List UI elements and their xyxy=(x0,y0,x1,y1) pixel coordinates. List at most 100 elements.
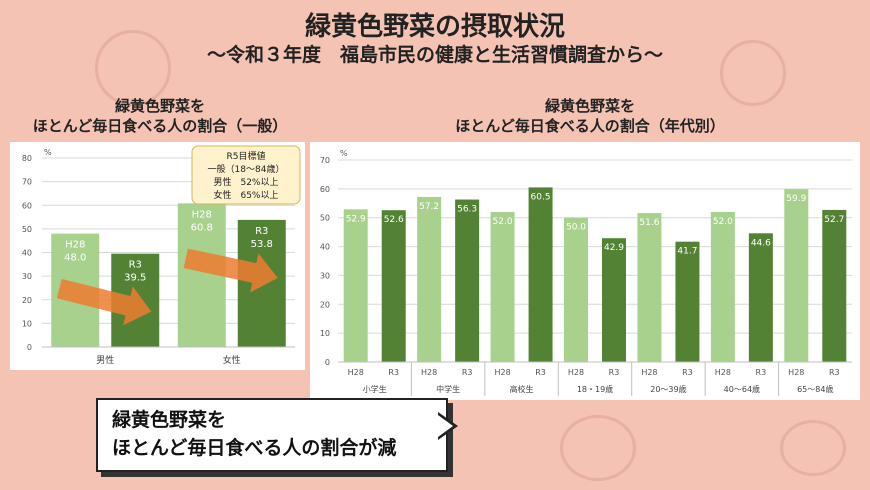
x-category-label: 男性 xyxy=(96,354,114,366)
bar-series-label: H28 xyxy=(192,209,212,220)
left-chart-title: 緑黄色野菜を ほとんど毎日食べる人の割合（一般） xyxy=(10,96,310,136)
bar-value-label: 41.7 xyxy=(677,247,697,257)
x-category-label: 小学生 xyxy=(363,384,387,394)
page-title: 緑黄色野菜の摂取状況 xyxy=(304,12,565,42)
x-category-label: 高校生 xyxy=(510,384,534,394)
bar-value-label: 60.5 xyxy=(531,192,551,202)
left-chart-title-line2: ほとんど毎日食べる人の割合（一般） xyxy=(32,117,288,135)
y-tick-label: 10 xyxy=(320,329,330,338)
x-series-tick-label: H28 xyxy=(715,368,731,377)
x-series-tick-label: H28 xyxy=(348,368,364,377)
callout-line1: 緑黄色野菜を xyxy=(112,409,227,431)
x-category-label: 女性 xyxy=(223,354,241,366)
x-series-tick-label: R3 xyxy=(388,368,399,377)
callout-text: 緑黄色野菜を ほとんど毎日食べる人の割合が減 xyxy=(112,406,396,462)
target-box-line2: 男性 52%以上 xyxy=(213,176,278,188)
bar xyxy=(710,211,735,362)
bar xyxy=(417,196,442,362)
y-tick-label: 20 xyxy=(22,296,32,305)
bar-value-label: 48.0 xyxy=(64,253,86,264)
trend-arrow xyxy=(56,278,152,326)
bar-series-label: H28 xyxy=(65,240,85,251)
x-series-tick-label: H28 xyxy=(421,368,437,377)
y-tick-label: 20 xyxy=(320,300,330,309)
y-tick-label: 80 xyxy=(22,154,32,163)
y-tick-label: 30 xyxy=(22,272,32,281)
left-chart: 0 10 20 30 40 50 60 70 80% H28 48.0 R3 39.5 男性 H28 60.8… xyxy=(22,145,301,366)
target-box-title: R5目標値 xyxy=(227,150,266,162)
y-tick-label: 60 xyxy=(320,185,330,194)
left-chart-title-line1: 緑黄色野菜を xyxy=(114,97,205,115)
bar xyxy=(748,233,773,362)
right-chart-title-line1: 緑黄色野菜を xyxy=(544,97,635,115)
y-tick-label: 0 xyxy=(27,343,32,352)
y-tick-label: 50 xyxy=(320,214,330,223)
bar-value-label: 42.9 xyxy=(604,243,624,253)
y-tick-label: 10 xyxy=(22,319,32,328)
bar-series-label: R3 xyxy=(255,226,268,237)
bar xyxy=(822,209,847,362)
y-tick-label: 40 xyxy=(22,249,32,258)
x-category-label: 40～64歳 xyxy=(724,384,760,394)
page-subtitle: ～令和３年度 福島市民の健康と生活習慣調査から～ xyxy=(206,44,663,66)
background-decoration xyxy=(720,40,786,106)
right-chart-panel: 0 10 20 30 40 50 60 70% 52.9 H28 52.6 R3 小学生 57.2 H28 5… xyxy=(310,142,860,400)
y-tick-label: 50 xyxy=(22,225,32,234)
bar xyxy=(602,238,626,362)
bar-value-label: 52.0 xyxy=(493,217,513,227)
background-decoration xyxy=(95,30,171,106)
background-decoration xyxy=(780,420,846,476)
bar xyxy=(528,187,553,362)
right-chart: 010203040506070%52.9H2852.6R3小学生57.2H285… xyxy=(320,149,852,396)
y-unit-label: % xyxy=(44,148,52,157)
x-series-tick-label: H28 xyxy=(641,368,657,377)
x-series-tick-label: R3 xyxy=(756,368,767,377)
bar xyxy=(381,210,406,362)
bar xyxy=(490,211,515,362)
x-series-tick-label: R3 xyxy=(829,368,840,377)
bar-value-label: 50.0 xyxy=(566,223,586,233)
y-tick-label: 70 xyxy=(22,178,32,187)
y-tick-label: 70 xyxy=(320,156,330,165)
x-series-tick-label: R3 xyxy=(535,368,546,377)
bar-value-label: 52.0 xyxy=(713,217,733,227)
bar xyxy=(343,209,368,362)
x-category-label: 中学生 xyxy=(436,384,460,394)
bar-value-label: 52.7 xyxy=(824,215,844,225)
x-category-label: 20～39歳 xyxy=(650,384,686,394)
bar-value-label: 52.6 xyxy=(384,215,404,225)
bar-value-label: 52.9 xyxy=(346,214,366,224)
y-tick-label: 30 xyxy=(320,271,330,280)
target-box-bg xyxy=(191,145,301,205)
y-unit-label: % xyxy=(340,149,348,158)
bar xyxy=(455,199,480,362)
right-chart-title-line2: ほとんど毎日食べる人の割合（年代別） xyxy=(455,117,725,135)
target-box-line3: 女性 65%以上 xyxy=(213,189,278,201)
callout-line2: ほとんど毎日食べる人の割合が減 xyxy=(112,437,397,459)
x-category-label: 65～84歳 xyxy=(797,384,833,394)
bar-value-label: 57.2 xyxy=(419,202,439,212)
bar-value-label: 56.3 xyxy=(457,205,477,215)
y-tick-label: 0 xyxy=(325,358,330,367)
x-series-tick-label: H28 xyxy=(494,368,510,377)
bar-series-label: R3 xyxy=(129,260,142,271)
x-series-tick-label: H28 xyxy=(568,368,584,377)
bar xyxy=(564,217,588,362)
bar-value-label: 53.8 xyxy=(251,239,273,250)
right-chart-title: 緑黄色野菜を ほとんど毎日食べる人の割合（年代別） xyxy=(400,96,780,136)
bar-value-label: 44.6 xyxy=(751,238,771,248)
bar-value-label: 51.6 xyxy=(639,218,659,228)
y-tick-label: 40 xyxy=(320,243,330,252)
bar-value-label: 60.8 xyxy=(191,222,213,233)
callout-box: 緑黄色野菜を ほとんど毎日食べる人の割合が減 xyxy=(96,398,448,472)
y-tick-label: 60 xyxy=(22,201,32,210)
x-series-tick-label: R3 xyxy=(462,368,473,377)
bar xyxy=(675,241,700,362)
x-category-label: 18・19歳 xyxy=(577,384,613,394)
x-series-tick-label: H28 xyxy=(788,368,804,377)
x-series-tick-label: R3 xyxy=(682,368,693,377)
target-box-line1: 一般（18～84歳） xyxy=(208,163,285,175)
bar xyxy=(637,213,662,362)
bar-value-label: 59.9 xyxy=(786,194,806,204)
